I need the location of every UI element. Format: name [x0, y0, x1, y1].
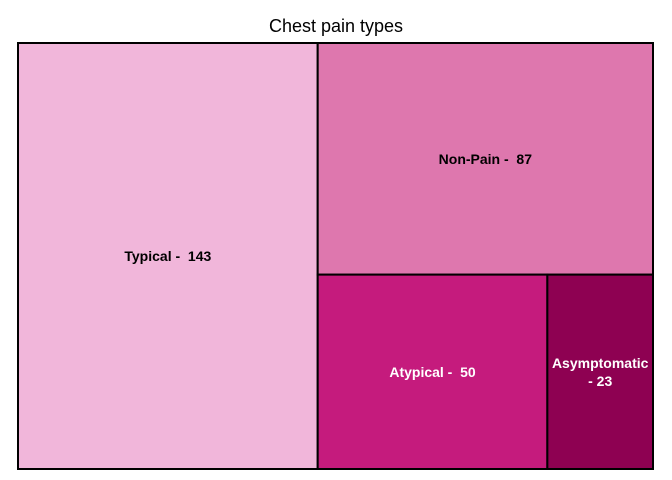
tile-label-atypical: Atypical - 50 — [389, 364, 476, 380]
tile-label-asymptomatic: Asymptomatic - 23 — [552, 355, 649, 389]
tile-asymptomatic — [546, 273, 654, 471]
tile-label-typical: Typical - 143 — [124, 248, 211, 264]
tile-label-non-pain: Non-Pain - 87 — [439, 151, 533, 167]
chart-title: Chest pain types — [268, 16, 404, 36]
